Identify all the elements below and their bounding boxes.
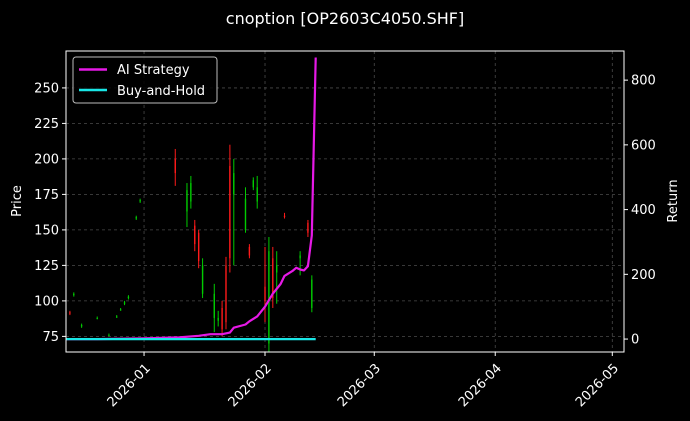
candle-body-28 [268, 251, 270, 344]
candle-body-13 [190, 183, 192, 202]
legend-box [72, 56, 218, 104]
candle-body-16 [201, 265, 204, 294]
candle-body-6 [119, 309, 122, 311]
candle-body-30 [276, 265, 278, 273]
candle-body-7 [123, 302, 126, 304]
y-axis-right: 0 200 400 600 800 [624, 74, 656, 348]
candle-body-24 [248, 246, 251, 256]
ai-strategy-line [66, 57, 317, 341]
candle-body-25 [252, 180, 255, 188]
y2-tick-label-0: 0 [631, 333, 639, 348]
y-tick-label-1: 100 [34, 294, 59, 309]
candle-body-2 [80, 325, 83, 327]
y-axis-left: 75 100 125 150 175 200 225 250 [34, 81, 66, 345]
candle-body-9 [135, 217, 137, 219]
plot-frame [65, 50, 625, 353]
y2-tick-label-1: 200 [631, 268, 656, 283]
candle-body-26 [256, 187, 258, 202]
candle-body-23 [244, 198, 247, 230]
y-axis-label: Price [10, 185, 25, 217]
chart-title: cnoption [OP2603C4050.SHF] [226, 9, 464, 28]
candle-body-31 [283, 215, 286, 218]
y-tick-label-5: 200 [34, 152, 59, 167]
candle-body-34 [311, 279, 313, 308]
candle-body-1 [73, 293, 75, 296]
legend-label-ai-strategy: AI Strategy [117, 63, 190, 78]
candle-body-12 [186, 190, 188, 212]
y2-tick-label-3: 600 [631, 138, 656, 153]
series-lines [66, 57, 317, 341]
candle-body-15 [197, 232, 200, 262]
y2-tick-label-2: 400 [631, 203, 656, 218]
candle-body-10 [139, 200, 141, 202]
candle-body-8 [127, 296, 130, 299]
candle-body-29 [272, 258, 274, 299]
legend: AI Strategy Buy-and-Hold [72, 56, 218, 104]
y2-tick-label-4: 800 [631, 74, 656, 89]
y-tick-label-0: 75 [42, 330, 59, 345]
candle-body-33 [307, 222, 309, 233]
y-tick-label-7: 250 [34, 81, 59, 96]
candle-body-19 [221, 307, 223, 330]
candle-body-5 [116, 316, 118, 318]
candle-body-21 [229, 166, 231, 259]
candle-body-32 [299, 255, 301, 259]
candle-body-4 [108, 334, 110, 336]
y2-axis-label: Return [666, 179, 681, 222]
candlesticks [69, 144, 313, 352]
candle-body-22 [233, 173, 235, 195]
candle-body-27 [264, 286, 266, 301]
y-tick-label-4: 175 [34, 188, 59, 203]
y-tick-label-3: 150 [34, 223, 59, 238]
candle-body-14 [194, 225, 196, 245]
legend-label-buy-and-hold: Buy-and-Hold [117, 84, 205, 99]
candle-body-3 [96, 317, 98, 319]
candle-body-20 [225, 265, 227, 323]
y-tick-label-2: 125 [34, 259, 59, 274]
candle-body-11 [174, 158, 176, 174]
y-tick-label-6: 225 [34, 117, 59, 132]
candle-body-0 [69, 312, 71, 314]
candle-body-17 [213, 293, 215, 318]
candle-body-18 [217, 317, 219, 321]
